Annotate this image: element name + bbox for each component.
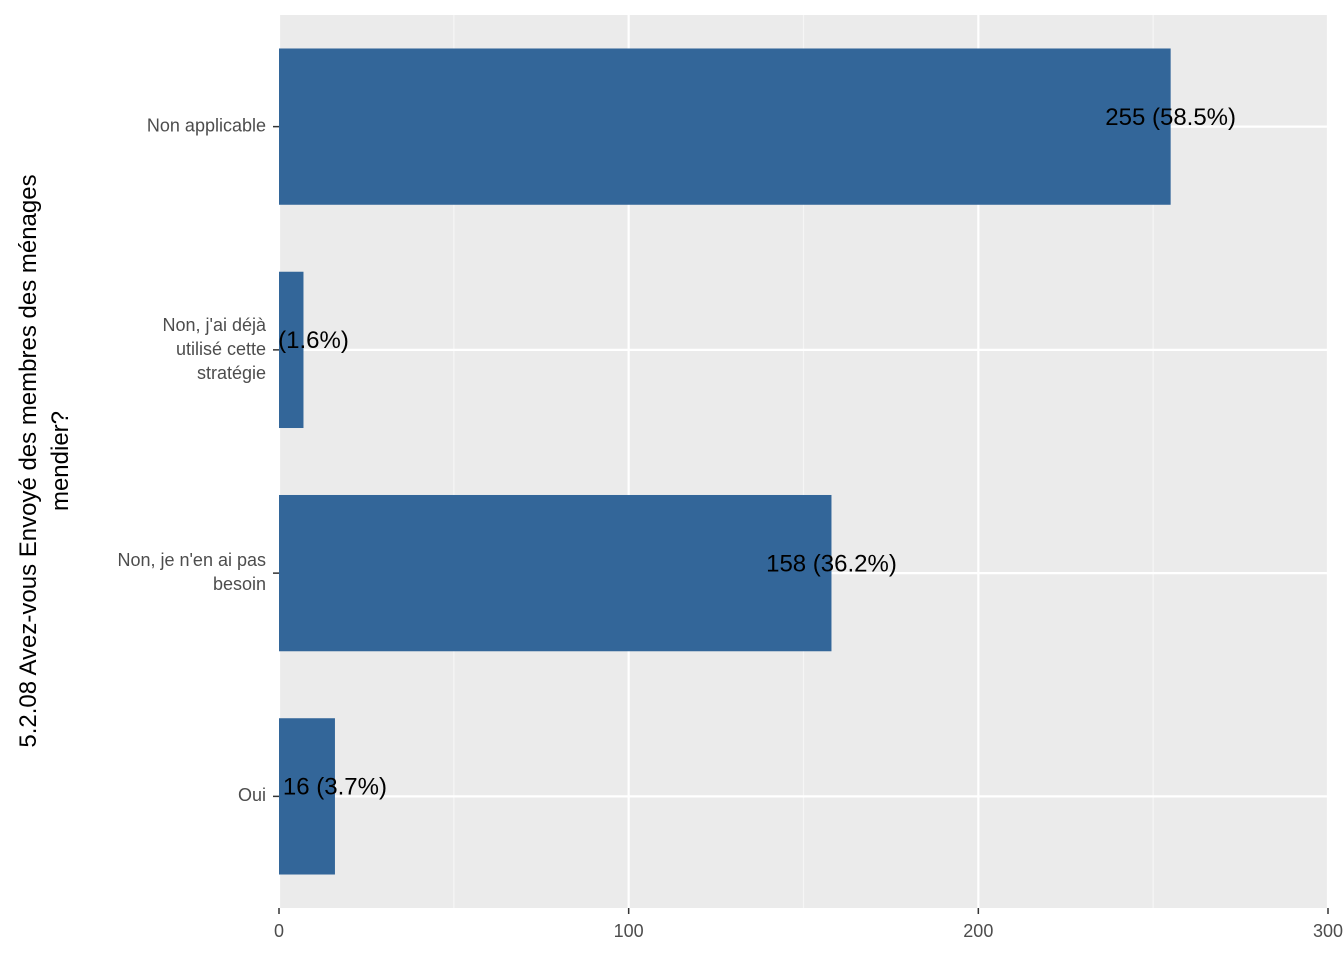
bar [279,494,832,652]
y-tick-label: Non, je n'en ai pas besoin [117,550,266,594]
x-tick-label: 200 [963,921,993,941]
x-tick-label: 0 [274,921,284,941]
bars [279,48,1171,875]
y-tick-label: Non, j'ai déjà utilisé cette stratégie [163,315,267,383]
bar [279,718,335,875]
bar [279,48,1171,205]
value-label: 158 (36.2%) [766,550,897,577]
y-axis-title: 5.2.08 Avez-vous Envoyé des membres des … [15,174,74,747]
bar [279,271,304,429]
axes: 0 100 200 300 Non applicable Non, j'ai déjà ut… [117,115,1343,940]
value-label: 16 (3.7%) [283,774,387,801]
x-tick-label: 300 [1313,921,1343,941]
y-tick-label: Oui [238,785,266,805]
value-label: 255 (58.5%) [1105,104,1236,131]
y-tick-label: Non applicable [147,115,266,135]
value-label: 7 (1.6%) [258,327,349,354]
value-labels: 255 (58.5%) 7 (1.6%) 158 (36.2%) 16 (3.7%) [258,104,1236,801]
x-tick-label: 100 [614,921,644,941]
